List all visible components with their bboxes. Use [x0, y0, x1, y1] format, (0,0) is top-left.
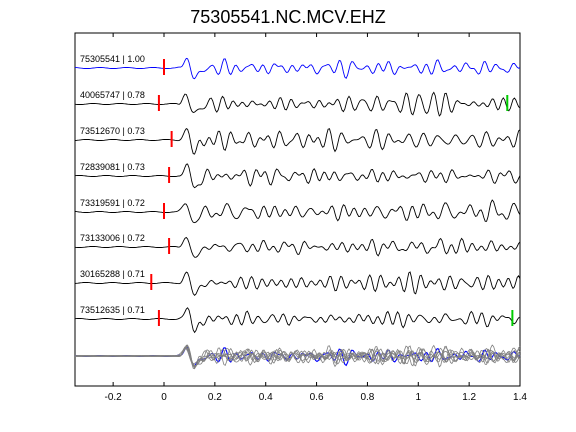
stack-trace-5 — [74, 346, 521, 366]
trace-line-5 — [74, 236, 521, 258]
trace-label-4: 73319591 | 0.72 — [80, 198, 145, 208]
chart-title: 75305541.NC.MCV.EHZ — [190, 7, 386, 27]
x-tick-label-2: 0.2 — [208, 392, 222, 403]
plot-frame — [74, 32, 521, 387]
trace-label-6: 30165288 | 0.71 — [80, 269, 145, 279]
trace-label-7: 73512635 | 0.71 — [80, 305, 145, 315]
trace-line-3 — [74, 163, 521, 189]
trace-line-2 — [74, 128, 521, 155]
trace-label-2: 73512670 | 0.73 — [80, 126, 145, 136]
x-tick-label-0: -0.2 — [105, 392, 123, 403]
x-tick-label-4: 0.6 — [310, 392, 324, 403]
stack-trace-7 — [74, 345, 521, 369]
trace-line-7 — [74, 307, 521, 334]
x-tick-label-7: 1.2 — [462, 392, 476, 403]
x-tick-label-1: 0 — [161, 392, 167, 403]
x-tick-label-3: 0.4 — [259, 392, 273, 403]
trace-label-1: 40065747 | 0.78 — [80, 90, 145, 100]
trace-line-0 — [74, 57, 521, 80]
trace-line-4 — [74, 199, 521, 224]
trace-label-0: 75305541 | 1.00 — [80, 54, 145, 64]
x-tick-label-6: 1 — [416, 392, 422, 403]
trace-line-6 — [74, 271, 521, 296]
x-tick-label-5: 0.8 — [360, 392, 374, 403]
trace-label-5: 73133006 | 0.72 — [80, 233, 145, 243]
trace-line-1 — [74, 91, 521, 117]
trace-label-3: 72839081 | 0.73 — [80, 162, 145, 172]
x-tick-label-8: 1.4 — [513, 392, 527, 403]
